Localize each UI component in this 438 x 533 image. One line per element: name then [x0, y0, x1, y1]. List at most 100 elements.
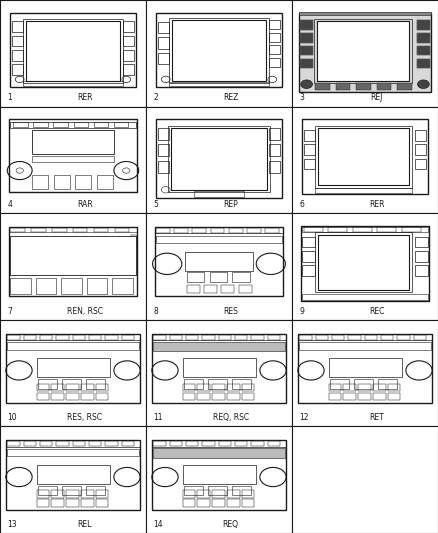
Bar — [52, 228, 67, 232]
Bar — [304, 130, 314, 141]
Bar — [269, 144, 280, 156]
Bar — [316, 335, 328, 340]
Bar — [417, 33, 430, 43]
Bar — [402, 228, 421, 232]
Bar — [24, 441, 36, 446]
Bar — [343, 384, 356, 391]
Bar — [81, 490, 94, 498]
Bar — [227, 499, 240, 507]
Bar — [328, 393, 341, 400]
Bar — [269, 58, 279, 67]
Bar — [212, 490, 225, 498]
Bar — [170, 18, 268, 83]
Bar — [94, 228, 108, 232]
Bar — [66, 499, 79, 507]
Bar — [183, 465, 255, 484]
Bar — [212, 499, 225, 507]
Bar — [122, 335, 134, 340]
Bar — [300, 46, 313, 55]
Bar — [415, 251, 428, 262]
Text: REZ: REZ — [223, 93, 238, 102]
Bar — [57, 441, 69, 446]
Bar — [153, 441, 166, 446]
Bar — [315, 83, 330, 90]
Bar — [300, 59, 313, 68]
Bar — [211, 228, 224, 233]
Bar — [232, 272, 250, 282]
Bar — [204, 285, 217, 293]
Bar — [26, 21, 120, 81]
Bar — [269, 33, 279, 42]
Bar — [315, 232, 412, 292]
Bar — [97, 175, 113, 189]
Bar — [343, 393, 356, 400]
Text: 4: 4 — [7, 200, 12, 209]
Bar — [86, 486, 105, 495]
Bar — [73, 441, 85, 446]
Bar — [232, 486, 251, 495]
Bar — [158, 144, 169, 156]
Text: 10: 10 — [7, 413, 17, 422]
Bar — [397, 83, 412, 90]
Bar — [358, 393, 371, 400]
Text: RER: RER — [369, 200, 385, 209]
Bar — [113, 278, 133, 294]
Bar — [330, 379, 349, 389]
Bar — [36, 278, 56, 294]
Bar — [302, 294, 428, 300]
Text: 12: 12 — [299, 413, 309, 422]
Text: REC: REC — [369, 306, 385, 316]
Bar — [219, 335, 231, 340]
Bar — [314, 19, 412, 83]
Text: 11: 11 — [153, 413, 163, 422]
Bar — [32, 156, 114, 162]
Circle shape — [301, 80, 312, 88]
Bar — [96, 393, 109, 400]
Bar — [269, 20, 279, 29]
Bar — [6, 334, 140, 403]
Bar — [32, 175, 48, 189]
Bar — [251, 335, 264, 340]
Bar — [6, 440, 140, 447]
Bar — [75, 175, 92, 189]
Bar — [192, 228, 206, 233]
Bar — [10, 13, 136, 87]
Bar — [89, 441, 102, 446]
Bar — [106, 441, 118, 446]
Bar — [51, 384, 64, 391]
Bar — [336, 83, 350, 90]
Bar — [318, 128, 409, 185]
Bar — [10, 236, 136, 275]
Bar — [198, 490, 210, 498]
Bar — [73, 335, 85, 340]
Bar — [12, 21, 23, 32]
Bar — [221, 285, 234, 293]
Bar — [66, 490, 79, 498]
Text: RAR: RAR — [77, 200, 92, 209]
Bar — [299, 13, 431, 92]
Bar — [96, 499, 109, 507]
Bar — [300, 33, 313, 43]
Bar — [31, 228, 46, 232]
Bar — [300, 20, 313, 30]
Bar — [96, 384, 109, 391]
Bar — [51, 499, 64, 507]
Text: REQ, RSC: REQ, RSC — [212, 413, 249, 422]
Bar — [7, 449, 139, 456]
Text: REJ: REJ — [371, 93, 383, 102]
Bar — [198, 384, 210, 391]
Bar — [417, 46, 430, 55]
Bar — [172, 20, 266, 81]
Bar — [268, 335, 280, 340]
Text: 13: 13 — [7, 520, 17, 529]
Bar — [62, 379, 81, 389]
Bar — [414, 335, 426, 340]
Text: 9: 9 — [299, 306, 304, 316]
Text: RER: RER — [77, 93, 92, 102]
Bar — [170, 335, 182, 340]
Bar — [156, 228, 170, 233]
Bar — [235, 335, 247, 340]
Bar — [40, 335, 53, 340]
Bar — [36, 499, 49, 507]
Bar — [61, 278, 82, 294]
